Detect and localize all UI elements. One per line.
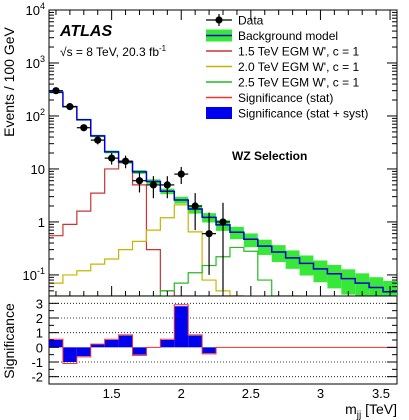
significance-y-tick-label: 3 [36, 296, 43, 311]
data-point [205, 230, 213, 238]
significance-stat-line [49, 304, 230, 364]
x-tick-label: 2.5 [242, 386, 260, 401]
legend-entry-label: Significance (stat + syst) [238, 107, 368, 121]
signal-line [49, 204, 244, 297]
background-band-bin [299, 255, 314, 276]
significance-frame [48, 295, 398, 385]
y-tick-label-exponent: 4 [40, 1, 45, 11]
legend-entry-label: Background model [238, 29, 338, 43]
data-point [94, 136, 102, 144]
background-band-bin [271, 245, 286, 262]
data-point [177, 170, 185, 178]
y-tick-label-mantissa: 10 [31, 162, 45, 177]
y-tick-label-mantissa: 10 [26, 109, 40, 124]
significance-bar [174, 306, 189, 348]
background-band-bin [341, 269, 356, 295]
background-band-bin [229, 226, 244, 240]
significance-bar [104, 340, 119, 348]
background-band-bin [355, 273, 370, 296]
significance-bar [62, 347, 77, 362]
y-tick-label: 10-1 [23, 266, 45, 283]
background-band-bin [257, 239, 272, 255]
data-point [121, 157, 130, 165]
significance-bar [76, 347, 91, 357]
legend-entry-label: Data [238, 14, 264, 28]
legend-entry-label: Significance (stat) [238, 91, 333, 105]
y-tick-label: 103 [26, 54, 45, 71]
background-band-bin [243, 233, 258, 248]
significance-y-tick-label: -2 [31, 370, 43, 385]
significance-y-tick-label: 0 [36, 340, 43, 355]
significance-bars [49, 304, 397, 364]
y-tick-label: 102 [26, 107, 45, 124]
background-band-bin [285, 250, 300, 269]
significance-dotted-lines [49, 302, 397, 378]
significance-bar [202, 347, 217, 354]
x-tick-label: 2 [178, 386, 185, 401]
significance-bar [132, 347, 147, 355]
legend-entry-label: 2.5 TeV EGM W', c = 1 [238, 76, 359, 90]
data-point [52, 87, 60, 95]
y-tick-label-exponent: 2 [40, 107, 45, 117]
x-tick-label: 3 [317, 386, 324, 401]
significance-y-tick-label: -1 [31, 355, 43, 370]
x-axis-title-sub: jj [356, 410, 361, 420]
y-axis-title: Events / 100 GeV [1, 26, 17, 136]
background-band-bin [313, 260, 328, 283]
significance-axis-title: Significance [1, 303, 17, 379]
significance-bar [90, 344, 105, 348]
data-point [80, 124, 88, 132]
data-point [163, 181, 171, 189]
data-point [191, 202, 199, 210]
data-point [149, 181, 157, 189]
y-tick-label: 104 [26, 1, 45, 18]
legend-entry-label: 2.0 TeV EGM W', c = 1 [238, 60, 359, 74]
x-axis-title: mjj [TeV] [345, 401, 397, 420]
y-tick-label-mantissa: 10 [26, 56, 40, 71]
y-tick-label-mantissa: 10 [23, 268, 37, 283]
data-point [108, 154, 116, 162]
significance-y-tick-label: 1 [36, 326, 43, 341]
background-band-bin [369, 277, 384, 296]
data-point [66, 103, 74, 111]
legend-data-marker [215, 16, 223, 24]
y-tick-label: 1 [38, 215, 45, 230]
x-axis-title-unit: [TeV] [361, 401, 397, 417]
background-band-bin [327, 264, 342, 289]
x-tick-label: 1.5 [103, 386, 121, 401]
y-tick-label-mantissa: 10 [26, 3, 40, 18]
significance-y-tick-label: 2 [36, 311, 43, 326]
y-tick-label: 10 [31, 162, 45, 177]
y-tick-label-mantissa: 1 [38, 215, 45, 230]
data-point [135, 177, 144, 185]
significance-bar [160, 340, 175, 348]
energy-lumi-label: √s = 8 TeV, 20.3 fb-1 [60, 44, 167, 59]
atlas-label: ATLAS [59, 23, 112, 40]
y-tick-label-exponent: 3 [40, 54, 45, 64]
significance-bar [118, 335, 133, 348]
significance-bar [49, 340, 63, 348]
x-tick-label: 3.5 [372, 386, 390, 401]
legend-fill-swatch [206, 107, 232, 119]
data-point [219, 218, 227, 226]
y-tick-label-exponent: -1 [37, 266, 45, 276]
energy-lumi-text: √s = 8 TeV, 20.3 fb [60, 45, 159, 59]
lumi-superscript: -1 [159, 44, 167, 53]
significance-axes-ticks [49, 295, 397, 385]
legend-entry-label: 1.5 TeV EGM W', c = 1 [238, 45, 359, 59]
significance-bar [188, 335, 203, 348]
x-tick-labels: 1.5 2 2.5 3 3.5 [103, 386, 390, 401]
x-axis-title-main: m [345, 401, 357, 417]
data-points [49, 87, 230, 291]
selection-label: WZ Selection [232, 149, 307, 163]
